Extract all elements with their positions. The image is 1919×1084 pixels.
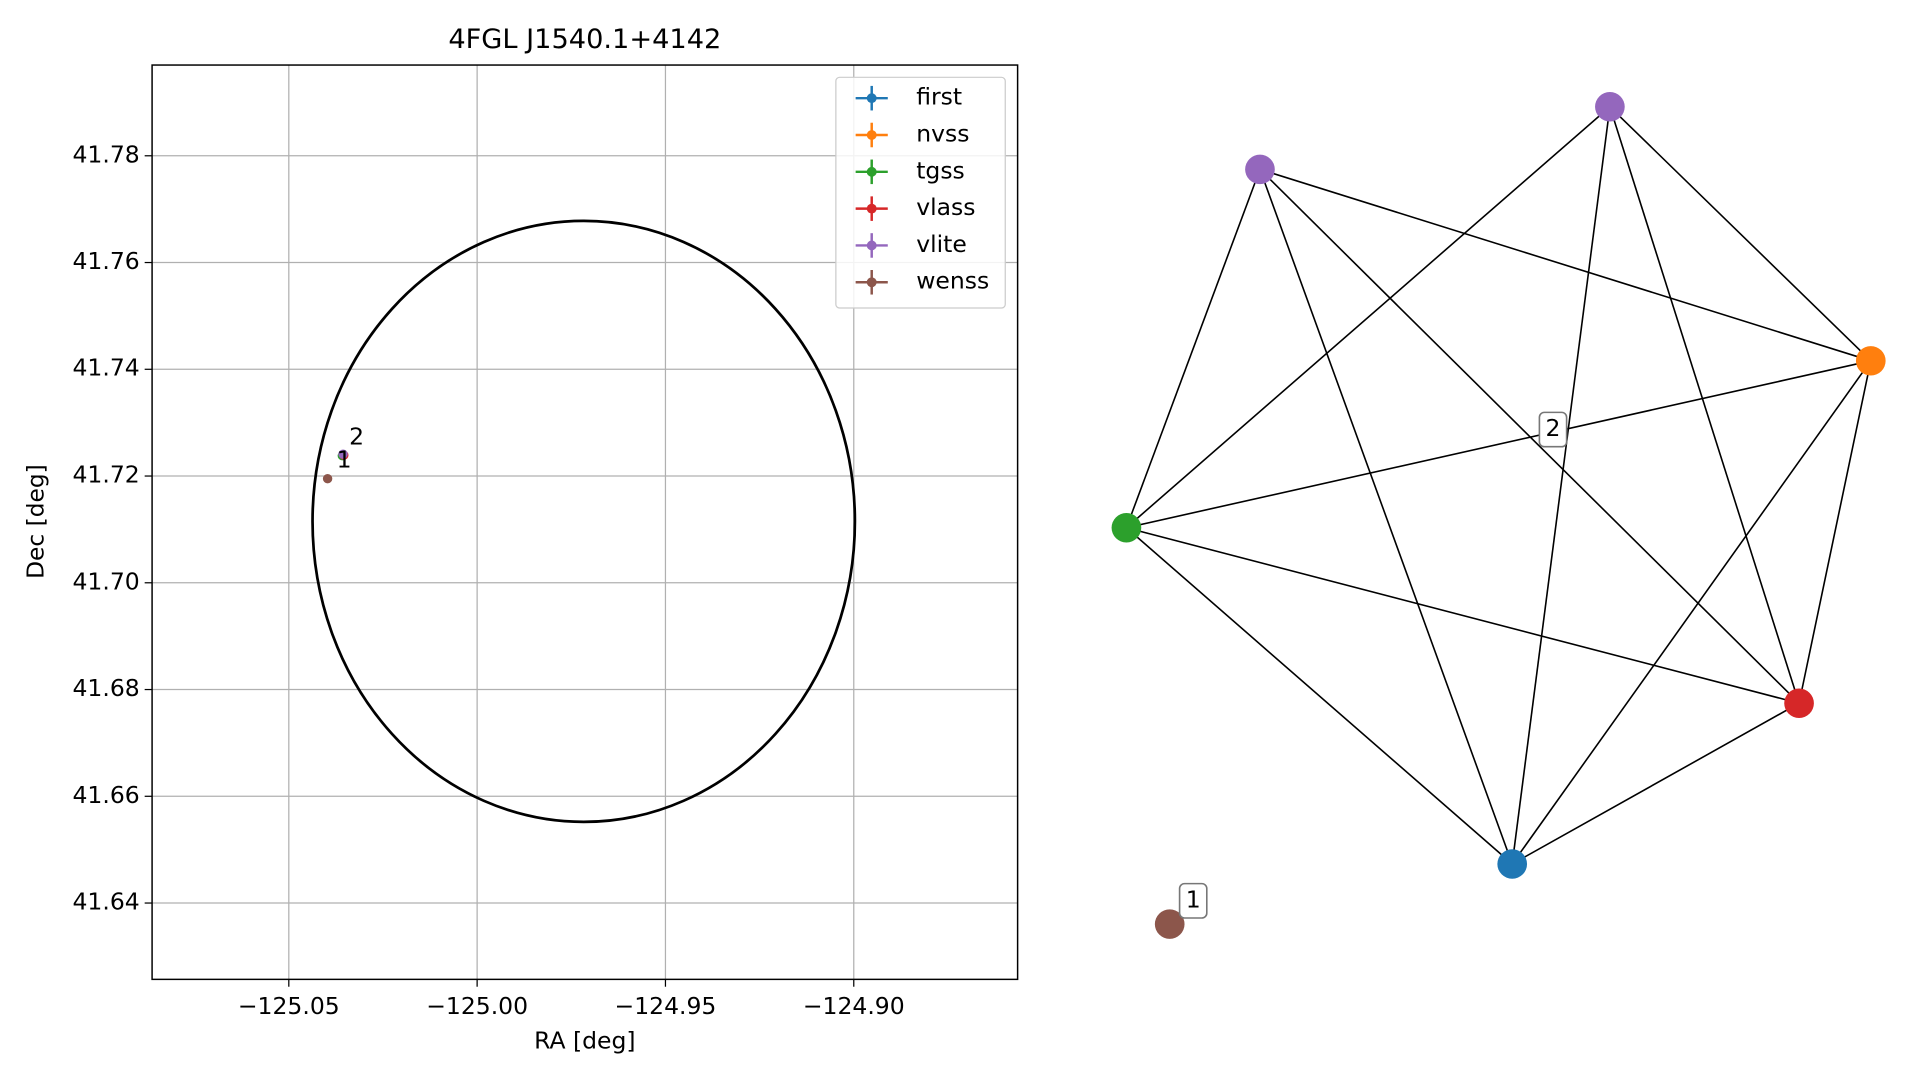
node [1855,346,1886,376]
data-point [322,474,333,484]
edge [1511,702,1800,865]
y-tick-label: 41.78 [73,140,140,168]
legend-marker [866,277,877,288]
node [1784,688,1814,718]
node [1111,513,1142,543]
node [1497,849,1528,879]
y-tick-label: 41.74 [73,354,140,382]
node [1245,154,1275,185]
edge [1125,527,1513,865]
y-axis-label: Dec [deg] [22,464,50,579]
legend-marker [866,93,877,104]
legend-marker [866,130,877,140]
edge [1609,106,1872,362]
y-tick-label: 41.64 [73,888,140,916]
legend-label: first [916,83,962,111]
plot-frame [151,64,1019,981]
x-tick-label: −124.90 [803,992,905,1020]
y-tick-label: 41.66 [73,781,140,809]
annotation: 2 [349,423,364,451]
node [1595,92,1625,122]
edge [1259,168,1872,362]
legend-marker [866,240,877,251]
x-axis-label: RA [deg] [534,1027,635,1055]
data-point [338,449,348,459]
group-label: 1 [1186,885,1201,913]
group-label-box [1178,882,1208,919]
edge [1511,106,1611,865]
x-tick-label: −124.95 [615,992,717,1020]
group-label: 2 [1546,414,1561,442]
edge [1259,169,1513,865]
legend-label: vlass [916,193,975,221]
error-ellipse [311,219,857,824]
edge [1511,360,1872,865]
edge [1609,106,1800,704]
legend-label: nvss [916,120,969,148]
edge [1125,106,1611,529]
edge [1126,526,1800,704]
y-tick-label: 41.68 [73,674,140,702]
edge [1259,168,1800,704]
x-tick-label: −125.00 [426,992,528,1020]
node [1154,909,1185,939]
legend-marker [866,166,877,177]
x-tick-label: −125.05 [238,992,340,1020]
chart-title: 4FGL J1540.1+4142 [448,24,721,55]
edge [1126,360,1871,529]
edge [1125,169,1261,529]
legend-label: vlite [916,230,967,258]
y-tick-label: 41.72 [73,461,140,489]
y-tick-label: 41.70 [73,567,140,595]
legend-marker [866,203,877,214]
annotation: 1 [337,446,352,474]
group-label-box [1538,411,1568,448]
legend-label: wenss [916,267,989,295]
legend-label: tgss [916,156,965,184]
edge [1798,360,1872,704]
y-tick-label: 41.76 [73,247,140,275]
